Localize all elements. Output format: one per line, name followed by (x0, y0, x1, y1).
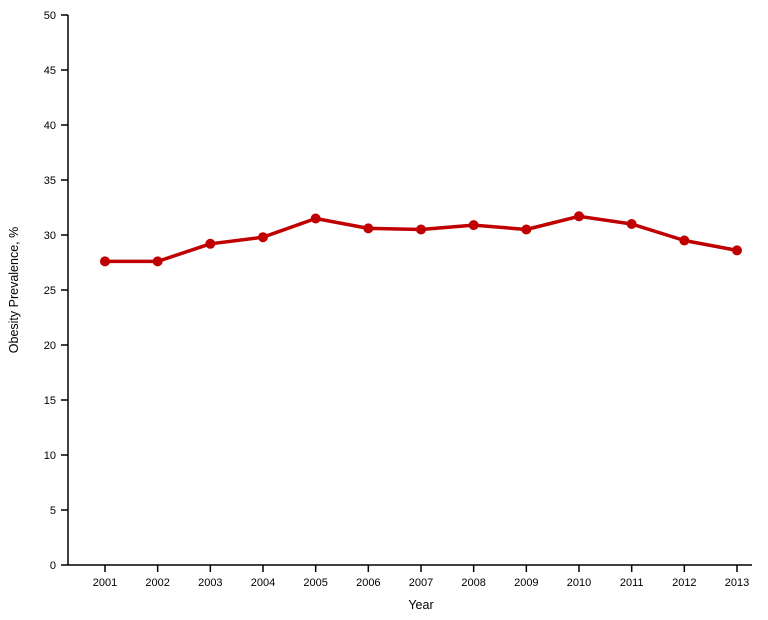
data-point-marker (626, 219, 637, 229)
x-tick-label: 2002 (145, 577, 169, 589)
y-tick-label: 15 (44, 395, 56, 407)
data-point-marker (679, 235, 690, 246)
y-tick-label: 40 (44, 120, 56, 132)
y-tick-label: 0 (50, 560, 56, 572)
x-tick-label: 2004 (251, 577, 275, 589)
x-tick-label: 2011 (620, 577, 644, 589)
data-line (103, 214, 739, 264)
x-tick-label: 2001 (93, 577, 117, 589)
y-tick-label: 30 (44, 230, 56, 242)
data-point-marker (363, 223, 374, 234)
x-tick-label: 2009 (514, 577, 538, 589)
data-point-marker (416, 224, 426, 235)
y-tick-label: 35 (44, 175, 56, 187)
x-tick-label: 2013 (725, 577, 749, 589)
x-tick-label: 2008 (461, 577, 485, 589)
x-tick-label: 2010 (567, 577, 591, 589)
x-tick-label: 2006 (356, 577, 380, 589)
y-tick-label: 25 (44, 285, 56, 297)
x-tick-label: 2005 (303, 577, 327, 589)
data-point-marker (310, 213, 321, 224)
data-point-marker (732, 245, 742, 256)
data-point-marker (205, 238, 216, 249)
data-point-marker (574, 211, 584, 222)
chart-plot-area: 0 5 10 15 20 25 30 35 40 45 50 2001 2002 2003 2004 2005… (44, 10, 752, 589)
data-point-marker (152, 256, 163, 267)
data-point-marker (468, 220, 479, 231)
x-tick-label: 2003 (198, 577, 222, 589)
data-point-marker (258, 232, 268, 243)
y-tick-label: 10 (44, 450, 56, 462)
y-tick-label: 50 (44, 10, 56, 22)
x-axis-title: Year (408, 598, 433, 612)
data-point-marker (521, 224, 532, 235)
y-tick-label: 45 (44, 65, 56, 77)
x-tick-label: 2007 (409, 577, 433, 589)
y-tick-label: 5 (50, 505, 56, 517)
data-point-marker (100, 256, 110, 267)
x-tick-label: 2012 (672, 577, 696, 589)
y-tick-label: 20 (44, 340, 56, 352)
y-axis-title: Obesity Prevalence, % (7, 227, 21, 353)
